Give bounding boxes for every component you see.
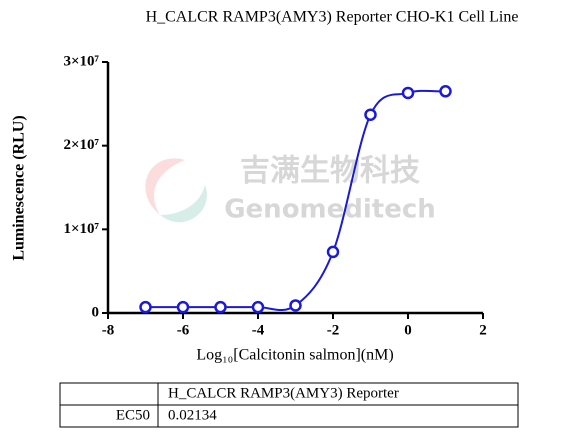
data-point — [251, 300, 265, 314]
table-header: H_CALCR RAMP3(AMY3) Reporter — [168, 385, 399, 401]
chart-title: H_CALCR RAMP3(AMY3) Reporter CHO-K1 Cell… — [146, 9, 519, 26]
x-axis-label: Log₁₀[Calcitonin salmon](nM) — [196, 347, 393, 364]
table-cell: 0.02134 — [168, 407, 217, 423]
data-point — [214, 300, 227, 314]
y-tick-label: 3×10⁷ — [63, 53, 99, 69]
data-point — [176, 300, 190, 314]
x-tick-label: 0 — [404, 322, 412, 338]
y-tick-label: 1×10⁷ — [63, 221, 99, 237]
data-point — [439, 85, 452, 98]
x-tick-label: -6 — [177, 322, 190, 338]
watermark: 吉满生物科技 — [240, 154, 420, 189]
y-tick-label: 0 — [92, 304, 100, 320]
watermark: Genomeditech — [224, 195, 436, 225]
data-point — [326, 245, 340, 259]
data-point — [364, 108, 377, 121]
data-point — [401, 86, 415, 100]
watermark-logo — [145, 158, 207, 223]
data-point — [139, 300, 152, 314]
data-point — [289, 299, 302, 312]
y-axis-label: Luminescence (RLU) — [11, 115, 28, 260]
y-tick-label: 2×10⁷ — [63, 137, 99, 153]
table-cell: EC50 — [116, 407, 150, 423]
fit-curve — [145, 89, 446, 312]
x-tick-label: -2 — [327, 322, 340, 338]
x-tick-label: -8 — [102, 322, 115, 338]
x-tick-label: -4 — [252, 322, 265, 338]
x-tick-label: 2 — [479, 322, 487, 338]
table: H_CALCR RAMP3(AMY3) Reporter EC50 0.0213… — [59, 382, 519, 428]
